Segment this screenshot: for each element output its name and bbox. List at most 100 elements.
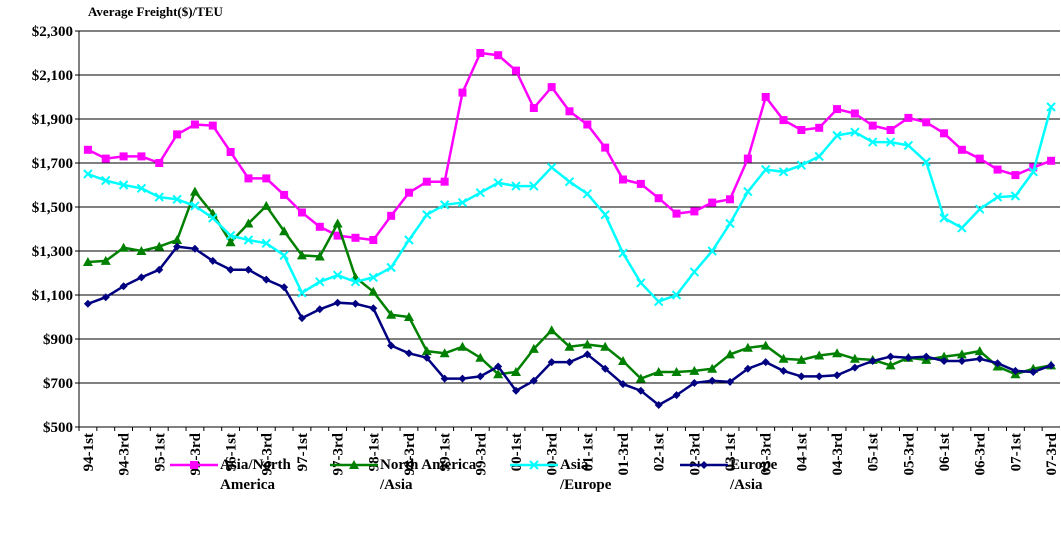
point-marker bbox=[904, 113, 913, 122]
point-marker bbox=[296, 250, 307, 260]
point-marker bbox=[351, 233, 360, 242]
point-marker bbox=[1011, 366, 1020, 375]
point-marker bbox=[101, 175, 111, 186]
point-marker bbox=[726, 195, 735, 204]
point-marker bbox=[992, 192, 1003, 202]
point-marker bbox=[636, 386, 645, 395]
point-marker bbox=[547, 83, 556, 92]
point-marker bbox=[243, 235, 254, 245]
point-marker bbox=[422, 353, 431, 362]
point-marker bbox=[440, 374, 449, 383]
point-marker bbox=[190, 201, 200, 211]
point-marker bbox=[494, 51, 503, 60]
point-marker bbox=[564, 341, 575, 351]
point-marker bbox=[136, 246, 147, 255]
point-marker bbox=[975, 154, 984, 163]
y-tick-label: $900 bbox=[43, 332, 73, 348]
point-marker bbox=[797, 372, 806, 381]
point-marker bbox=[725, 349, 736, 359]
point-marker bbox=[279, 226, 290, 236]
point-marker bbox=[493, 369, 504, 379]
point-marker bbox=[244, 265, 253, 274]
x-tick-label: 07-1st bbox=[1008, 433, 1024, 471]
point-marker bbox=[779, 116, 788, 125]
point-marker bbox=[350, 277, 361, 287]
y-tick-label: $1,900 bbox=[32, 112, 73, 128]
point-marker bbox=[1047, 156, 1056, 165]
point-marker bbox=[850, 363, 859, 372]
point-marker bbox=[118, 242, 129, 252]
x-tick-label: 94-3rd bbox=[117, 432, 133, 475]
point-marker bbox=[403, 312, 414, 321]
point-marker bbox=[243, 218, 254, 228]
point-marker bbox=[332, 270, 343, 280]
legend-label: North America /Asia bbox=[380, 457, 477, 493]
point-marker bbox=[868, 357, 877, 365]
point-marker bbox=[742, 342, 753, 352]
point-marker bbox=[458, 88, 467, 97]
point-marker bbox=[369, 236, 378, 244]
point-marker bbox=[815, 372, 824, 381]
x-tick-label: 97-1st bbox=[295, 433, 311, 471]
point-marker bbox=[619, 380, 628, 389]
point-marker bbox=[760, 164, 771, 175]
point-marker bbox=[440, 177, 449, 186]
point-marker bbox=[314, 251, 325, 261]
point-marker bbox=[83, 169, 93, 179]
point-marker bbox=[529, 376, 538, 385]
point-marker bbox=[671, 367, 682, 376]
point-marker bbox=[172, 194, 182, 205]
point-marker bbox=[511, 181, 521, 191]
x-tick-label: 96-1st bbox=[224, 433, 240, 471]
point-marker bbox=[600, 209, 610, 220]
point-marker bbox=[833, 371, 842, 380]
point-marker bbox=[975, 204, 985, 214]
x-tick-label: 04-1st bbox=[794, 433, 810, 471]
point-marker bbox=[333, 231, 342, 240]
point-marker bbox=[796, 354, 807, 364]
point-marker bbox=[511, 66, 520, 75]
point-marker bbox=[226, 148, 235, 156]
point-marker bbox=[886, 352, 895, 361]
y-tick-label: $500 bbox=[43, 420, 73, 436]
x-tick-label: 00-3rd bbox=[545, 432, 561, 475]
point-marker bbox=[671, 290, 682, 300]
point-marker bbox=[494, 362, 503, 371]
point-marker bbox=[796, 160, 807, 170]
point-marker bbox=[421, 346, 432, 356]
point-marker bbox=[476, 372, 485, 381]
point-marker bbox=[510, 367, 521, 376]
point-marker bbox=[814, 350, 825, 360]
point-marker bbox=[868, 137, 878, 147]
point-marker bbox=[511, 386, 520, 395]
point-marker bbox=[939, 351, 950, 361]
point-marker bbox=[672, 209, 681, 218]
point-marker bbox=[778, 353, 789, 363]
point-marker bbox=[155, 265, 164, 274]
point-marker bbox=[172, 235, 183, 244]
point-marker bbox=[101, 293, 110, 302]
point-marker bbox=[690, 207, 699, 216]
point-marker bbox=[601, 143, 610, 152]
point-marker bbox=[154, 241, 165, 251]
point-marker bbox=[83, 145, 92, 154]
point-marker bbox=[940, 129, 949, 138]
point-marker bbox=[173, 130, 182, 139]
point-marker bbox=[315, 222, 324, 231]
point-marker bbox=[726, 377, 735, 386]
point-marker bbox=[1010, 191, 1021, 201]
y-tick-label: $1,700 bbox=[32, 156, 73, 172]
point-marker bbox=[618, 248, 628, 258]
point-marker bbox=[297, 314, 306, 323]
point-marker bbox=[315, 277, 325, 287]
point-marker bbox=[885, 360, 896, 370]
point-marker bbox=[850, 127, 860, 137]
point-marker bbox=[1046, 102, 1056, 112]
point-marker bbox=[529, 181, 539, 191]
point-marker bbox=[886, 126, 895, 134]
x-tick-label: 05-3rd bbox=[901, 432, 917, 475]
x-tick-label: 97-3rd bbox=[331, 432, 347, 475]
point-marker bbox=[743, 364, 752, 373]
point-marker bbox=[369, 304, 378, 313]
